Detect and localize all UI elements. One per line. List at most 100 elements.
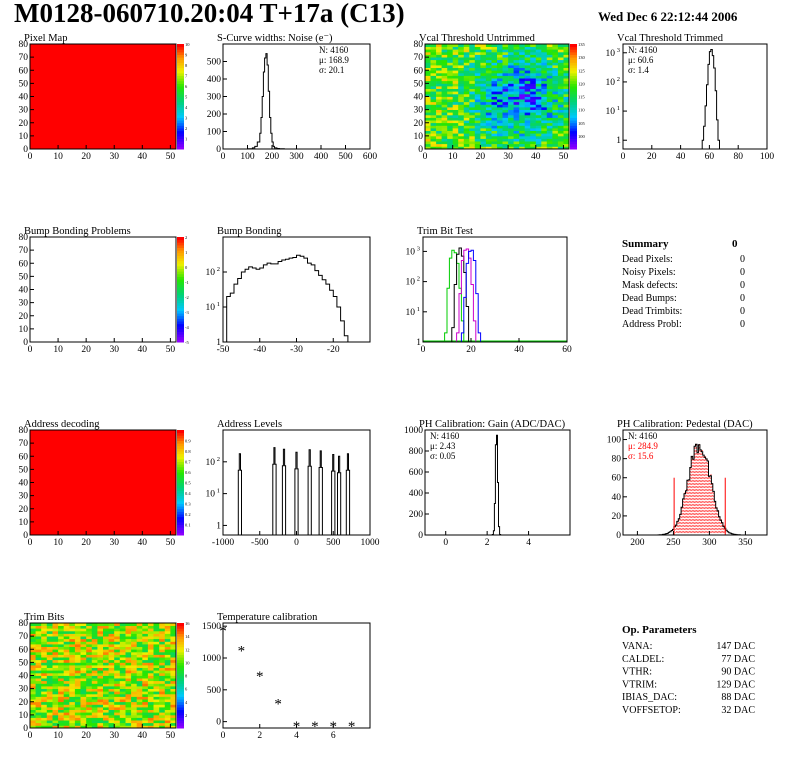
heatmap-cell — [485, 65, 492, 68]
heatmap-cell — [159, 651, 166, 655]
heatmap-cell — [524, 93, 531, 97]
heatmap-cell — [80, 707, 87, 710]
heatmap-cell — [452, 62, 459, 66]
heatmap-cell — [546, 93, 553, 97]
heatmap-cell — [63, 657, 70, 661]
hatch-line — [685, 497, 688, 501]
heatmap-cell — [80, 678, 87, 682]
hatch-line — [709, 527, 712, 531]
palette-band — [177, 70, 184, 74]
heatmap-cell — [452, 130, 459, 134]
heatmap-cell — [535, 70, 542, 74]
heatmap-cell — [35, 654, 42, 658]
heatmap-cell — [147, 699, 154, 703]
heatmap-cell — [452, 104, 459, 108]
x-tick-label: 100 — [240, 152, 255, 162]
scatter-point: * — [238, 644, 246, 660]
heatmap-cell — [147, 633, 154, 637]
heatmap-cell — [170, 630, 177, 634]
palette-band — [177, 437, 184, 441]
heatmap-cell — [513, 75, 520, 79]
x-tick-label: 40 — [531, 152, 541, 162]
heatmap-cell — [452, 107, 459, 110]
heatmap-cell — [513, 49, 520, 53]
heatmap-cell — [41, 662, 48, 666]
hatch-line — [689, 497, 692, 501]
heatmap-cell — [74, 699, 81, 703]
heatmap-cell — [463, 128, 470, 131]
hatch-line — [711, 497, 714, 501]
op-parameter-value: 147 DAC — [716, 641, 755, 652]
x-tick-label: 50 — [166, 538, 176, 548]
hatch-line — [712, 524, 715, 528]
y-tick-exponent: 1 — [617, 105, 620, 112]
heatmap-cell — [46, 659, 53, 663]
y-tick-exponent: 2 — [217, 456, 220, 463]
heatmap-cell — [463, 62, 470, 66]
x-tick-label: -50 — [217, 345, 230, 355]
hatch-line — [711, 527, 714, 531]
palette-band — [570, 51, 577, 55]
hatch-line — [711, 515, 714, 519]
heatmap-cell — [519, 88, 526, 92]
palette-band — [177, 466, 184, 470]
heatmap-cell — [425, 54, 431, 58]
heatmap-cell — [557, 93, 564, 97]
heatmap-cell — [541, 114, 548, 118]
heatmap-cell — [108, 704, 115, 708]
heatmap-cell — [58, 636, 65, 640]
x-tick-label: 20 — [81, 345, 91, 355]
heatmap-cell — [463, 104, 470, 108]
heatmap-cell — [441, 107, 448, 110]
heatmap-cell — [136, 696, 143, 700]
heatmap-cell — [474, 125, 481, 129]
summary-count: 0 — [740, 306, 745, 317]
palette-tick-label: 105 — [578, 121, 586, 126]
heatmap-cell — [563, 107, 570, 110]
heatmap-cell — [502, 109, 509, 113]
heatmap-cell — [52, 701, 59, 705]
y-tick-label: 60 — [19, 645, 29, 655]
palette-band — [177, 310, 184, 314]
heatmap-cell — [530, 86, 537, 89]
heatmap-cell — [97, 649, 104, 653]
heatmap-cell — [474, 135, 481, 139]
heatmap-cell — [530, 146, 537, 150]
heatmap-cell — [519, 104, 526, 108]
heatmap-cell — [519, 83, 526, 87]
heatmap-cell — [74, 662, 81, 666]
y-tick-label: 0 — [616, 531, 621, 541]
palette-band — [177, 623, 184, 627]
heatmap-cell — [524, 112, 531, 116]
heatmap-cell — [513, 46, 520, 50]
heatmap-cell — [159, 654, 166, 658]
hatch-line — [693, 485, 696, 489]
heatmap-cell — [63, 623, 70, 626]
heatmap-cell — [447, 78, 454, 82]
heatmap-cell — [430, 83, 437, 87]
heatmap-cell — [119, 696, 126, 700]
heatmap-cell — [69, 688, 76, 692]
heatmap-cell — [136, 683, 143, 687]
x-tick-label: 30 — [109, 731, 119, 741]
heatmap-cell — [425, 91, 431, 95]
heatmap-cell — [458, 70, 465, 74]
palette-tick-label: 2 — [185, 713, 187, 718]
axis-frame — [622, 429, 768, 536]
heatmap-cell — [557, 44, 564, 47]
x-tick-label: 250 — [666, 538, 681, 548]
palette-tick-label: 0.9 — [185, 439, 191, 444]
heatmap-cell — [142, 628, 149, 632]
hatch-line — [709, 509, 712, 513]
heatmap-cell — [441, 86, 448, 89]
heatmap-cell — [125, 704, 132, 708]
heatmap-cell — [436, 125, 442, 129]
hatch-line — [682, 524, 685, 528]
heatmap-cell — [108, 670, 115, 674]
hatch-line — [706, 518, 709, 522]
heatmap-cell — [86, 714, 93, 718]
hatch-line — [699, 452, 702, 456]
heatmap-cell — [541, 51, 548, 55]
heatmap-cell — [170, 683, 177, 687]
